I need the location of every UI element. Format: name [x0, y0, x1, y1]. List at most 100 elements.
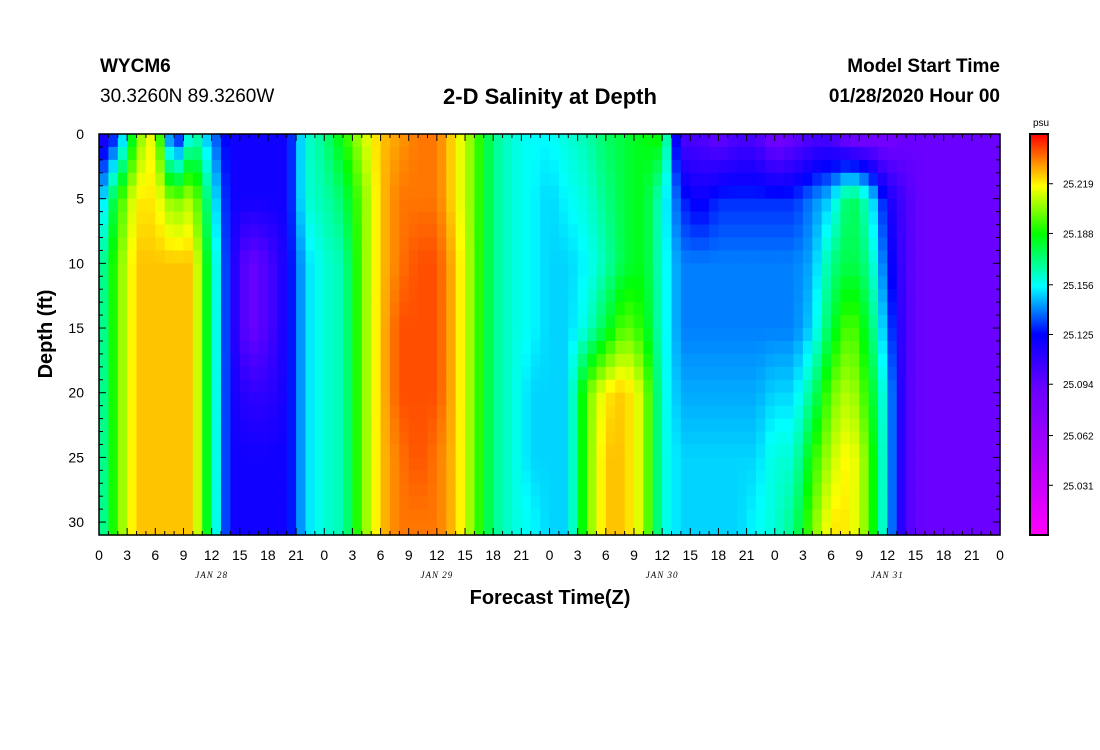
- heatmap-cell: [493, 276, 504, 290]
- heatmap-cell: [99, 470, 109, 484]
- heatmap-cell: [877, 483, 888, 497]
- heatmap-cell: [343, 405, 354, 420]
- heatmap-cell: [633, 237, 644, 252]
- heatmap-cell: [943, 185, 954, 200]
- heatmap-cell: [765, 431, 776, 446]
- heatmap-cell: [211, 379, 222, 394]
- heatmap-cell: [633, 405, 644, 420]
- heatmap-cell: [511, 483, 522, 497]
- heatmap-cell: [934, 457, 945, 471]
- heatmap-cell: [314, 340, 325, 355]
- heatmap-cell: [446, 509, 457, 523]
- heatmap-cell: [906, 509, 917, 523]
- heatmap-cell: [765, 328, 776, 342]
- heatmap-cell: [99, 159, 109, 174]
- heatmap-cell: [868, 522, 879, 536]
- heatmap-cell: [990, 263, 1001, 277]
- heatmap-cell: [765, 211, 776, 226]
- heatmap-cell: [399, 392, 410, 407]
- heatmap-cell: [718, 198, 729, 213]
- heatmap-cell: [239, 353, 250, 368]
- heatmap-cell: [99, 172, 109, 187]
- heatmap-cell: [981, 522, 992, 536]
- heatmap-cell: [633, 522, 644, 536]
- heatmap-cell: [192, 418, 203, 433]
- heatmap-cell: [427, 457, 438, 471]
- heatmap-cell: [493, 431, 504, 446]
- heatmap-cell: [408, 159, 419, 174]
- heatmap-cell: [136, 496, 147, 510]
- heatmap-cell: [99, 250, 109, 264]
- heatmap-cell: [408, 185, 419, 200]
- heatmap-cell: [418, 509, 429, 523]
- heatmap-cell: [305, 470, 316, 484]
- heatmap-cell: [906, 483, 917, 497]
- heatmap-cell: [765, 263, 776, 277]
- heatmap-cell: [643, 431, 654, 446]
- heatmap-cell: [821, 353, 832, 368]
- heatmap-cell: [221, 185, 231, 200]
- heatmap-cell: [352, 302, 363, 316]
- heatmap-cell: [136, 172, 147, 187]
- heatmap-cell: [662, 302, 673, 316]
- heatmap-cell: [680, 224, 691, 239]
- heatmap-cell: [99, 483, 109, 497]
- heatmap-cell: [286, 328, 297, 342]
- heatmap-cell: [108, 431, 119, 446]
- heatmap-cell: [624, 250, 635, 264]
- heatmap-cell: [577, 328, 588, 342]
- heatmap-cell: [99, 328, 109, 342]
- heatmap-cell: [239, 250, 250, 264]
- heatmap-cell: [211, 172, 222, 187]
- heatmap-cell: [530, 224, 541, 239]
- heatmap-cell: [849, 159, 860, 174]
- heatmap-cell: [230, 405, 241, 420]
- heatmap-cell: [793, 224, 804, 239]
- heatmap-cell: [465, 146, 476, 161]
- heatmap-cell: [690, 328, 701, 342]
- heatmap-cell: [549, 302, 560, 316]
- heatmap-cell: [371, 444, 382, 458]
- heatmap-cell: [577, 392, 588, 407]
- heatmap-cell: [267, 483, 278, 497]
- heatmap-cell: [558, 134, 569, 148]
- heatmap-cell: [418, 379, 429, 394]
- heatmap-cell: [784, 483, 795, 497]
- heatmap-cell: [821, 237, 832, 252]
- heatmap-cell: [108, 366, 119, 381]
- heatmap-cell: [615, 250, 626, 264]
- y-tick-label: 0: [76, 126, 84, 142]
- heatmap-cell: [465, 379, 476, 394]
- heatmap-cell: [765, 353, 776, 368]
- heatmap-cell: [211, 457, 222, 471]
- heatmap-cell: [915, 522, 926, 536]
- heatmap-cell: [493, 250, 504, 264]
- heatmap-cell: [821, 457, 832, 471]
- heatmap-cell: [680, 289, 691, 303]
- heatmap-cell: [511, 146, 522, 161]
- heatmap-cell: [465, 392, 476, 407]
- heatmap-cell: [690, 134, 701, 148]
- heatmap-cell: [380, 146, 391, 161]
- heatmap-cell: [953, 470, 964, 484]
- heatmap-cell: [652, 496, 663, 510]
- heatmap-cell: [709, 483, 720, 497]
- heatmap-cell: [953, 496, 964, 510]
- heatmap-cell: [380, 444, 391, 458]
- heatmap-cell: [587, 159, 598, 174]
- heatmap-cell: [540, 444, 551, 458]
- heatmap-cell: [389, 276, 400, 290]
- heatmap-cell: [314, 172, 325, 187]
- heatmap-cell: [174, 470, 185, 484]
- heatmap-cell: [380, 340, 391, 355]
- heatmap-cell: [314, 159, 325, 174]
- heatmap-cell: [108, 211, 119, 226]
- heatmap-cell: [831, 509, 842, 523]
- chart-title: 2-D Salinity at Depth: [443, 84, 657, 109]
- heatmap-cell: [859, 379, 870, 394]
- heatmap-cell: [493, 185, 504, 200]
- heatmap-cell: [690, 289, 701, 303]
- heatmap-cell: [446, 289, 457, 303]
- heatmap-cell: [296, 353, 307, 368]
- colorbar-tick-label: 25.219: [1063, 180, 1094, 191]
